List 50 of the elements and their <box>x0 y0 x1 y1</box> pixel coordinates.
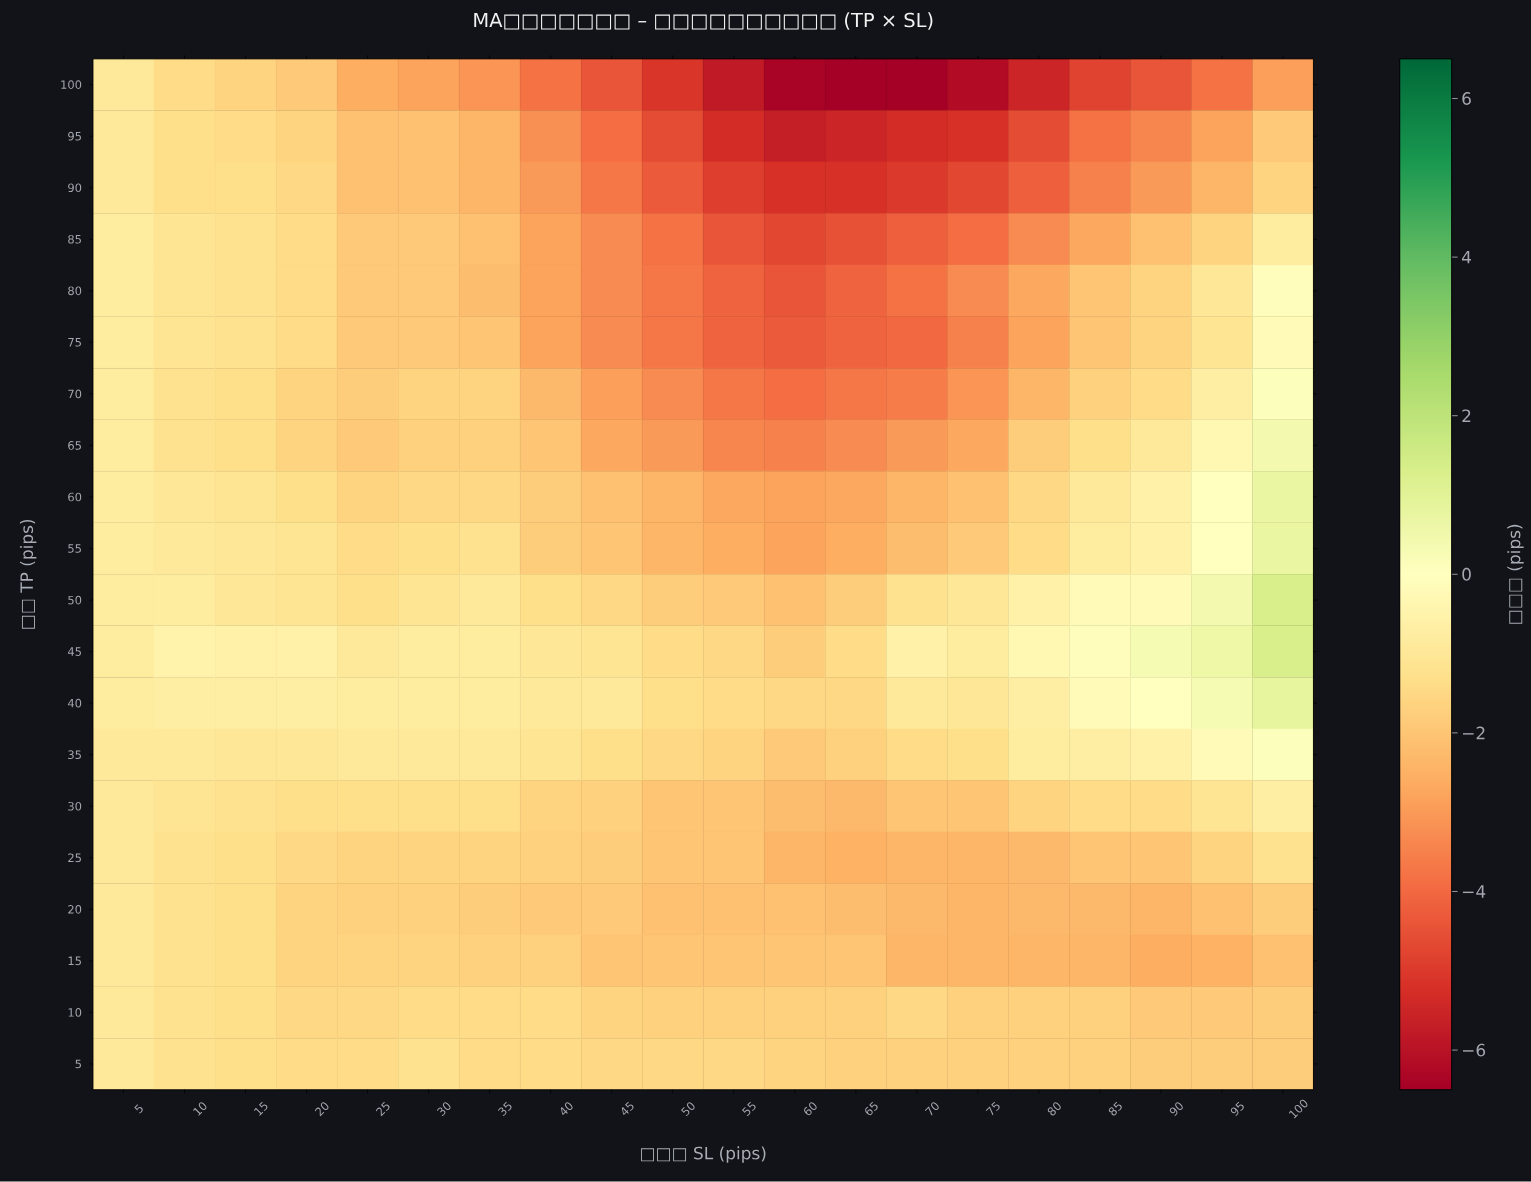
x-tick-label: 80 <box>1047 1102 1061 1116</box>
x-tick-label: 70 <box>924 1102 939 1116</box>
y-tick-label: 50 <box>68 595 82 605</box>
x-tick-label: 60 <box>804 1102 817 1116</box>
x-tick-label: 65 <box>865 1102 878 1116</box>
y-tick-label: 10 <box>68 1008 82 1017</box>
y-tick-label: 60 <box>68 492 82 502</box>
y-tick-label: 55 <box>68 544 81 554</box>
x-tick-label: 50 <box>680 1102 695 1117</box>
x-tick-label: 15 <box>254 1101 268 1117</box>
y-tick-label: 20 <box>68 905 82 914</box>
y-tick-label: 5 <box>75 1059 81 1069</box>
color-bar-label: 0 <box>1462 568 1471 581</box>
y-tick-label: 65 <box>68 441 81 450</box>
color-bar-label: 4 <box>1461 251 1471 264</box>
y-tick-label: 45 <box>67 647 81 657</box>
x-tick-label: 5 <box>134 1104 143 1114</box>
color-bar-label: −4 <box>1462 885 1486 898</box>
x-axis-title: □□□ SL (pips) <box>641 1146 766 1163</box>
chart-title: MA□□□□□□□ – □□□□□□□□□□ (TP × SL) <box>474 12 933 30</box>
y-tick-label: 70 <box>68 389 82 399</box>
y-tick-label: 80 <box>68 286 82 296</box>
y-tick-label: 100 <box>61 80 82 90</box>
y-axis-title: □□ TP (pips) <box>19 520 37 629</box>
x-tick-label: 25 <box>375 1102 390 1117</box>
y-tick-label: 40 <box>67 699 82 708</box>
x-tick-label: 85 <box>1108 1102 1122 1116</box>
y-tick-label: 15 <box>68 956 81 966</box>
y-tick-label: 95 <box>68 132 81 141</box>
x-tick-label: 95 <box>1230 1102 1244 1117</box>
color-bar-label: −6 <box>1462 1043 1486 1057</box>
y-tick-label: 25 <box>68 853 81 863</box>
x-tick-label: 30 <box>436 1102 451 1117</box>
color-bar-label: −2 <box>1462 726 1485 740</box>
y-tick-label: 30 <box>68 802 82 811</box>
y-tick-label: 35 <box>68 750 81 760</box>
x-tick-label: 40 <box>560 1102 573 1116</box>
x-tick-label: 75 <box>985 1101 1000 1116</box>
x-tick-label: 45 <box>621 1101 634 1116</box>
color-bar-label: 6 <box>1462 92 1471 106</box>
x-tick-label: 35 <box>497 1102 512 1117</box>
x-tick-label: 20 <box>314 1102 329 1117</box>
y-tick-label: 90 <box>68 183 82 193</box>
x-tick-label: 90 <box>1169 1102 1183 1117</box>
color-bar-title: □□□ (pips) <box>1507 525 1524 624</box>
x-tick-label: 55 <box>741 1101 756 1117</box>
y-tick-label: 85 <box>68 235 81 244</box>
color-bar-label: 2 <box>1462 409 1471 423</box>
x-tick-label: 10 <box>193 1102 207 1117</box>
y-tick-label: 75 <box>68 338 81 347</box>
